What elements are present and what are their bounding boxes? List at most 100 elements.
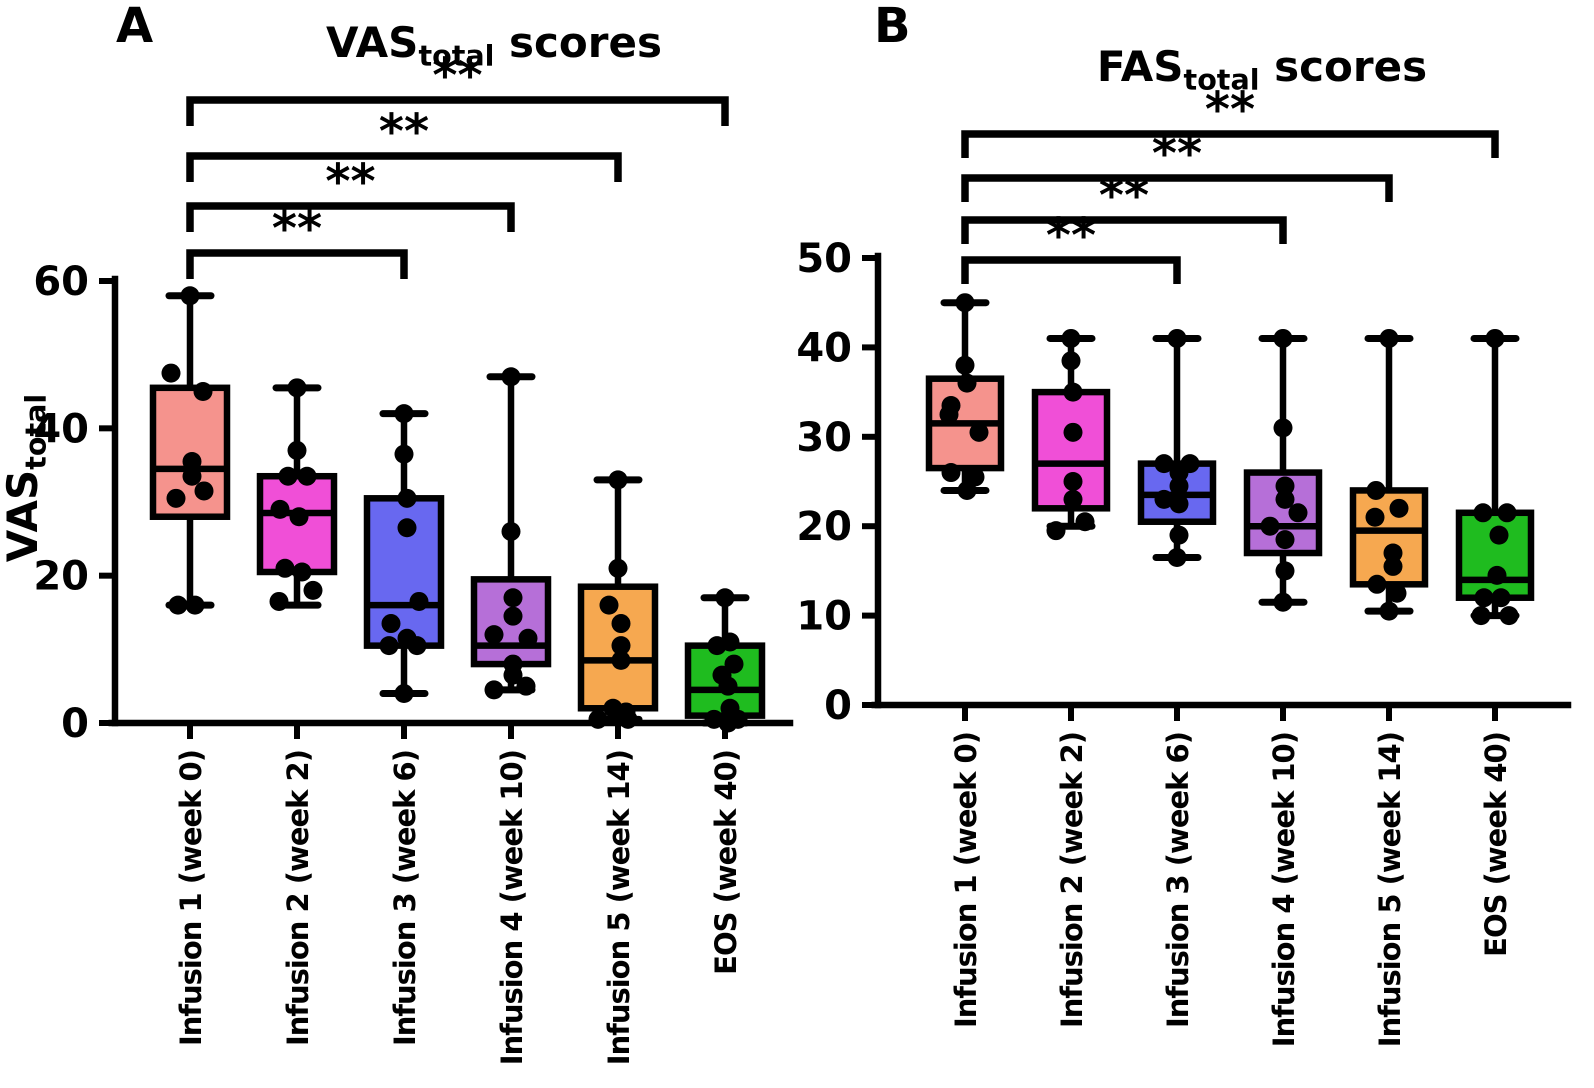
data-point (1491, 588, 1511, 608)
y-tick-label: 20 (796, 504, 852, 550)
panel-b-title-subscript: total (1183, 62, 1260, 97)
data-point (611, 636, 631, 656)
significance-label: ** (1205, 82, 1255, 138)
data-point (379, 636, 399, 656)
data-point (180, 286, 200, 306)
box (1455, 509, 1535, 601)
x-category-label: Infusion 4 (week 10) (495, 750, 529, 1065)
data-point (166, 488, 186, 508)
data-point (278, 466, 298, 486)
box (1031, 388, 1111, 512)
y-tick-label: 30 (796, 415, 852, 461)
data-point (292, 562, 312, 582)
data-point (618, 709, 638, 729)
data-point (1063, 382, 1083, 402)
data-point (588, 709, 608, 729)
data-point (1061, 328, 1081, 348)
x-category-label: Infusion 5 (week 14) (602, 750, 636, 1065)
data-point (1063, 422, 1083, 442)
data-point (1154, 454, 1174, 474)
data-point (1273, 328, 1293, 348)
data-point (1063, 489, 1083, 509)
data-point (1387, 583, 1407, 603)
data-point (955, 293, 975, 313)
data-point (1473, 503, 1493, 523)
data-point (611, 650, 631, 670)
x-category-label: EOS (week 40) (1479, 732, 1513, 957)
significance-bracket (961, 174, 1393, 202)
significance-bracket (186, 96, 729, 126)
panel-a-title: VAStotal scores (326, 22, 662, 70)
data-point (501, 367, 521, 387)
y-tick-label: 10 (796, 594, 852, 640)
data-point (599, 595, 619, 615)
data-point (193, 382, 213, 401)
significance-label: ** (1152, 126, 1202, 182)
panel-a-y-axis-title-subscript: total (18, 393, 53, 470)
data-point (1379, 328, 1399, 348)
data-point (1273, 592, 1293, 612)
data-point (1273, 418, 1293, 438)
data-point (1489, 525, 1509, 545)
data-point (608, 470, 628, 490)
data-point (381, 614, 401, 634)
panel-a-y-axis-title-main: VAS (0, 469, 47, 563)
data-point (608, 558, 628, 578)
data-point (182, 466, 202, 486)
data-point (287, 378, 307, 398)
data-point (941, 463, 961, 483)
data-point (1497, 503, 1517, 523)
data-point (168, 595, 188, 615)
data-point (1288, 503, 1308, 523)
panel-a-title-subscript: total (418, 38, 495, 73)
x-category-label: Infusion 4 (week 10) (1267, 732, 1301, 1047)
panel-b-title: FAStotal scores (1097, 46, 1427, 94)
significance-label: ** (1046, 208, 1096, 264)
data-point (1169, 494, 1189, 514)
data-point (715, 588, 735, 608)
data-point (397, 518, 417, 538)
data-point (1061, 351, 1081, 371)
y-tick-label: 40 (33, 406, 89, 452)
data-point (303, 580, 323, 600)
data-point (955, 355, 975, 375)
data-point (503, 588, 523, 608)
data-point (1367, 574, 1387, 594)
data-point (484, 680, 504, 700)
data-point (1046, 521, 1066, 541)
data-point (1365, 507, 1385, 527)
y-tick-label: 50 (796, 236, 852, 282)
data-point (297, 466, 317, 486)
data-point (1275, 530, 1295, 550)
panel-b-letter: B (874, 0, 911, 54)
data-point (394, 444, 414, 464)
data-point (516, 676, 536, 696)
data-point (269, 591, 289, 611)
data-point (1383, 556, 1403, 576)
data-point (1389, 498, 1409, 518)
data-point (718, 713, 738, 733)
data-point (501, 521, 521, 541)
y-tick-label: 0 (824, 683, 852, 729)
x-category-label: Infusion 1 (week 0) (174, 750, 208, 1046)
data-point (1063, 472, 1083, 491)
significance-bracket (186, 202, 515, 232)
box (149, 384, 231, 520)
data-point (503, 606, 523, 626)
data-point (397, 488, 417, 508)
data-point (718, 676, 738, 696)
panel-b-plot: 0 10 20 30 40 50 Infusion 1 (week 0) Infusion 2… (796, 82, 1572, 1047)
panel-a-title-rest: scores (494, 18, 662, 67)
data-point (409, 591, 429, 611)
data-point (611, 614, 631, 634)
data-point (407, 636, 427, 656)
significance-bracket (961, 256, 1181, 284)
data-point (1499, 606, 1519, 626)
data-point (1275, 489, 1295, 509)
panel-a-letter: A (116, 0, 154, 54)
significance-label: ** (379, 104, 429, 160)
data-point (185, 595, 205, 615)
y-tick-label: 40 (796, 325, 852, 371)
